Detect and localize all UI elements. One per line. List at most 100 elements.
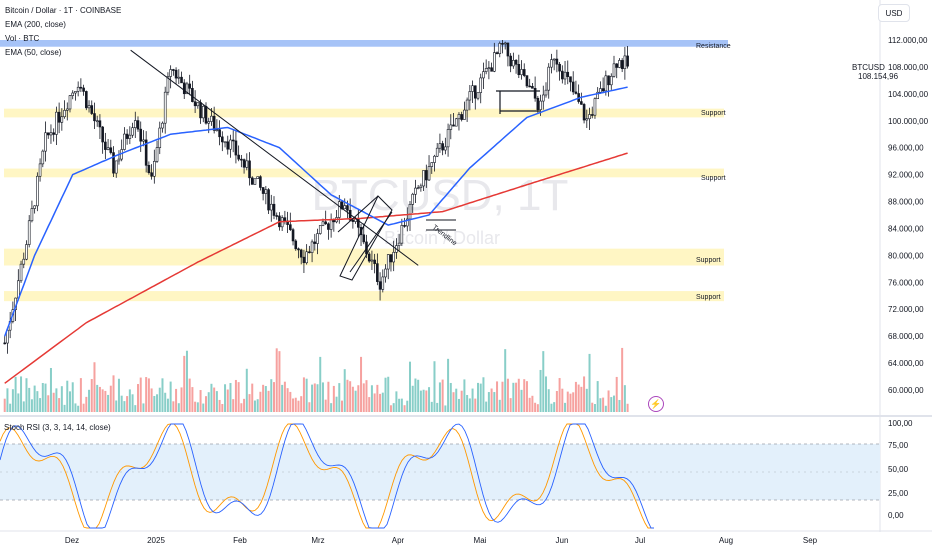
volume-bar [321,382,324,412]
candle-body [166,76,170,93]
candle-body [104,141,107,150]
candle-body [19,263,23,282]
candle-body [520,69,523,76]
candle-body [346,205,349,211]
volume-bar [199,390,202,412]
volume-bar [327,381,330,412]
volume-bar [360,356,363,412]
volume-bar [215,391,218,412]
support-label-2: Support [701,175,726,182]
candle-body [147,165,151,174]
candle-body [259,176,262,188]
candle-body [163,91,167,124]
volume-bar [357,385,360,412]
support-zone-2 [4,168,724,178]
volume-legend[interactable]: Vol · BTC [5,34,40,43]
volume-bar [9,403,12,412]
candle-body [85,91,88,109]
ema50-legend[interactable]: EMA (50, close) [5,48,62,57]
volume-bar [175,388,178,412]
volume-bar [496,381,499,412]
candle-body [93,113,96,122]
candle-body [250,177,254,185]
candle-body [226,141,230,150]
candle-body [106,147,110,150]
volume-bar [550,403,553,412]
candle-body [196,102,200,107]
candle-body [547,66,551,91]
volume-bar [447,358,450,412]
volume-bar [85,396,88,412]
volume-bar [229,383,232,412]
volume-bar [517,378,520,412]
candle-body [585,118,589,121]
volume-bar [474,398,477,412]
volume-bar [324,399,327,412]
volume-bar [487,392,490,412]
candle-body [41,150,45,165]
volume-bar [210,383,213,412]
candle-body [498,43,502,54]
volume-bar [392,403,395,412]
candle-body [601,88,605,92]
volume-bar [112,375,115,412]
volume-bar [341,400,343,412]
lightning-icon[interactable]: ⚡ [648,396,664,412]
candle-body [87,105,91,109]
volume-bar [512,382,515,412]
candle-body [316,233,319,244]
candle-body [210,115,213,122]
candle-body [3,342,7,345]
candle-body [180,76,183,84]
currency-button[interactable]: USD [878,4,910,22]
candle-body [550,59,553,68]
x-tick-label: Aug [719,536,733,545]
candle-body [454,118,458,127]
volume-bar [463,379,466,412]
volume-bar [607,390,610,412]
candle-body [38,163,42,177]
volume-bar [536,404,539,412]
candle-body [397,242,401,246]
candle-body [229,139,232,150]
volume-bar [58,398,61,412]
volume-bar [281,384,284,412]
volume-bar [626,403,629,412]
x-tick-label: Apr [392,536,405,545]
candle-body [79,86,83,89]
volume-bar [452,392,455,412]
y-tick-label: 88.000,00 [888,198,924,207]
candle-body [313,241,317,244]
candle-body [169,69,172,77]
volume-bar [115,400,118,412]
candle-body [596,91,599,100]
volume-bar [33,385,36,412]
volume-bar [77,405,80,412]
candle-body [411,193,415,205]
volume-bar [237,382,240,412]
volume-bar [153,395,156,412]
y-tick-label: 64.000,00 [888,359,924,368]
volume-bar [213,387,216,412]
rsi-tick-label: 50,00 [888,465,909,474]
ema200-legend[interactable]: EMA (200, close) [5,20,66,29]
candle-body [574,91,578,94]
rsi-title: Stoch RSI (3, 3, 14, 14, close) [4,423,111,432]
candle-body [207,121,211,124]
channel-lines [337,195,393,273]
rsi-tick-label: 100,00 [888,419,913,428]
candle-body [531,86,534,89]
volume-bar [302,377,305,412]
volume-bar [449,382,452,412]
volume-bar [74,403,77,412]
volume-bar [109,385,112,412]
volume-bar [389,405,392,412]
candle-body [514,60,518,65]
y-tick-label: 104.000,00 [888,90,929,99]
candle-body [337,201,341,218]
candle-body [201,105,205,119]
last-price-symbol: BTCUSD 108.154,96 [852,63,932,81]
volume-bar [28,387,31,412]
volume-bar [604,405,607,412]
